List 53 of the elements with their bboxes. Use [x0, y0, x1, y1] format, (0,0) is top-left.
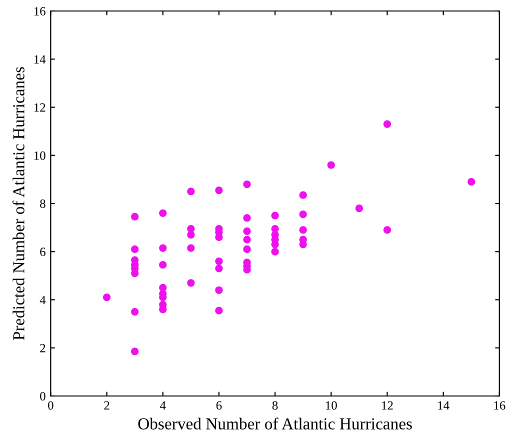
point [243, 245, 251, 254]
y-tick-label: 16 [34, 7, 46, 16]
point [159, 261, 167, 269]
x-tick-label: 12 [382, 401, 393, 410]
point [215, 186, 223, 194]
point [243, 214, 251, 222]
point [187, 188, 195, 196]
x-tick-label: 2 [104, 401, 110, 410]
point [159, 306, 167, 314]
point [299, 191, 307, 199]
point [271, 248, 279, 256]
y-tick-label: 0 [40, 392, 46, 400]
point [355, 204, 363, 212]
y-tick-label: 4 [40, 296, 46, 304]
point [159, 209, 167, 217]
x-tick-label: 8 [272, 401, 278, 410]
point [299, 210, 307, 218]
y-tick-label: 14 [34, 55, 46, 64]
point [131, 212, 139, 221]
x-tick-label: 10 [326, 401, 337, 410]
point [327, 161, 335, 169]
point [243, 180, 251, 188]
point [131, 348, 139, 356]
x-tick-label: 14 [438, 401, 450, 410]
point [215, 306, 223, 314]
point [271, 212, 279, 220]
x-tick-label: 16 [494, 401, 506, 410]
point [131, 308, 139, 316]
point [243, 236, 251, 244]
point [215, 286, 223, 294]
point [243, 227, 251, 235]
y-tick-label: 2 [40, 344, 46, 352]
point [131, 245, 139, 254]
point [383, 226, 392, 234]
y-tick-label: 10 [34, 151, 46, 160]
point [299, 226, 307, 234]
x-axis-title: Observed Number of Atlantic Hurricanes [138, 418, 412, 430]
x-tick-label: 6 [216, 401, 222, 410]
y-tick-label: 6 [40, 248, 46, 256]
point [159, 244, 167, 252]
x-tick-label: 0 [48, 401, 54, 410]
y-tick-label: 8 [40, 200, 46, 208]
point [215, 257, 223, 266]
point [187, 244, 195, 252]
point [468, 178, 476, 186]
point [215, 264, 223, 272]
point [383, 120, 392, 128]
x-tick-label: 4 [160, 401, 166, 410]
point [102, 294, 111, 302]
y-tick-label: 12 [34, 103, 46, 112]
y-axis-title: Predicted Number of Atlantic Hurricanes [12, 67, 24, 340]
point [187, 230, 195, 239]
point [187, 279, 195, 287]
